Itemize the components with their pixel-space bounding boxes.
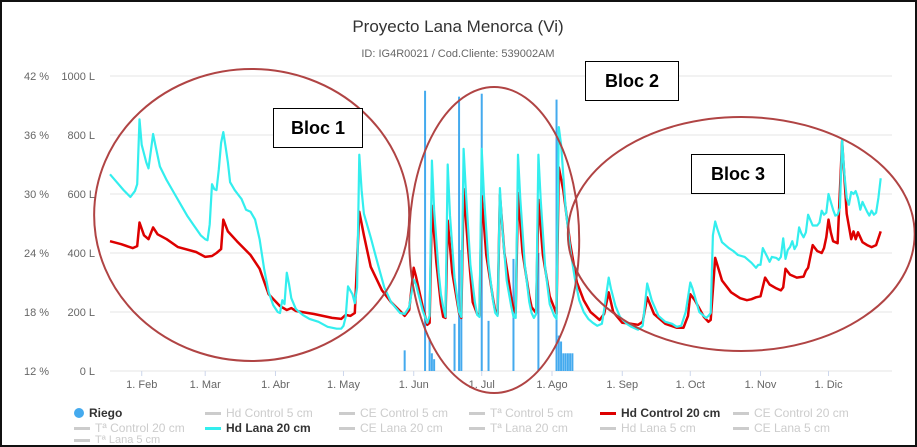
x-tick-label: 1. Mar (190, 379, 222, 391)
series-line-hd-lana-20[interactable] (109, 118, 882, 331)
riego-bar[interactable] (487, 320, 490, 371)
legend-label: Tª Control 20 cm (95, 421, 185, 435)
riego-bar[interactable] (458, 96, 461, 372)
legend-item-ce-lana-20[interactable]: CE Lana 20 cm (339, 421, 443, 435)
annotation-ellipses (93, 68, 915, 394)
x-tick-label: 1. Oct (676, 379, 705, 391)
riego-bar[interactable] (453, 323, 456, 371)
legend-label: Hd Lana 5 cm (621, 421, 696, 435)
x-tick-label: 1. Abr (261, 379, 290, 391)
y-right-tick: 200 L (67, 307, 95, 319)
x-tick-label: 1. Jul (469, 379, 495, 391)
y-right-tick: 800 L (67, 130, 95, 142)
riego-bar[interactable] (433, 359, 436, 371)
legend-label: CE Lana 5 cm (754, 421, 831, 435)
y-right-tick: 400 L (67, 248, 95, 260)
x-tick-label: 1. May (327, 379, 361, 391)
y-left-tick: 42 % (24, 71, 49, 83)
y-right-tick: 1000 L (61, 71, 95, 83)
legend-marker (339, 426, 355, 430)
legend-marker (74, 438, 90, 442)
legend-marker (469, 411, 485, 415)
ellipse-bloc-1 (93, 68, 411, 362)
legend-label: CE Control 5 cm (360, 406, 449, 420)
riego-bar[interactable] (562, 353, 565, 371)
riego-bar[interactable] (560, 341, 563, 372)
legend-item-hd-control-5[interactable]: Hd Control 5 cm (205, 406, 313, 420)
ellipse-bloc-2 (408, 86, 581, 394)
legend-label: Tª Lana 5 cm (95, 434, 161, 446)
y-right-tick: 0 L (80, 366, 95, 378)
riego-bar[interactable] (537, 253, 540, 371)
legend-marker (600, 426, 616, 430)
legend-marker (339, 411, 355, 415)
legend-label: Riego (89, 406, 123, 420)
x-tick-label: 1. Ago (536, 379, 567, 391)
series-layer (109, 90, 882, 372)
riego-bar[interactable] (424, 90, 427, 371)
riego-bar[interactable] (428, 338, 431, 371)
x-tick-label: 1. Jun (399, 379, 429, 391)
y-left-tick: 12 % (24, 366, 49, 378)
legend-label: CE Lana 20 cm (360, 421, 443, 435)
riego-bar[interactable] (430, 353, 433, 371)
legend-item-ce-control-20[interactable]: CE Control 20 cm (733, 406, 849, 420)
riego-bar[interactable] (566, 353, 569, 371)
legend-item-hd-lana-20[interactable]: Hd Lana 20 cm (205, 421, 311, 435)
legend-label: CE Control 20 cm (754, 406, 849, 420)
legend-marker (469, 426, 485, 430)
y-left-tick: 30 % (24, 189, 49, 201)
legend-item-riego[interactable]: Riego (74, 406, 122, 420)
y-left-tick: 18 % (24, 307, 49, 319)
legend-label: Hd Lana 20 cm (226, 421, 311, 435)
legend-item-t-control-20[interactable]: Tª Control 20 cm (74, 421, 185, 435)
legend-marker (74, 426, 90, 430)
legend-label: Hd Control 5 cm (226, 406, 313, 420)
bloc-1-label: Bloc 1 (273, 108, 363, 148)
riego-bar[interactable] (564, 353, 567, 371)
legend-label: Hd Control 20 cm (621, 406, 721, 420)
legend-item-hd-lana-5[interactable]: Hd Lana 5 cm (600, 421, 696, 435)
legend-item-t-lana-5[interactable]: Tª Lana 5 cm (74, 434, 160, 446)
riego-bar[interactable] (569, 353, 572, 371)
riego-bar[interactable] (403, 350, 406, 371)
series-line-hd-control-20[interactable] (109, 139, 882, 329)
legend-marker (205, 426, 221, 430)
legend-label: Tª Lana 20 cm (490, 421, 568, 435)
legend-item-ce-lana-5[interactable]: CE Lana 5 cm (733, 421, 830, 435)
riego-bar[interactable] (557, 335, 560, 371)
chart-subtitle: ID: IG4R0021 / Cod.Cliente: 539002AM (361, 48, 554, 60)
riego-bar[interactable] (571, 353, 574, 371)
x-tick-label: 1. Dic (814, 379, 843, 391)
chart-title: Proyecto Lana Menorca (Vi) (352, 17, 563, 36)
legend-item-ce-control-5[interactable]: CE Control 5 cm (339, 406, 448, 420)
legend-marker (600, 411, 616, 415)
y-right-tick: 600 L (67, 189, 95, 201)
x-tick-label: 1. Feb (126, 379, 157, 391)
legend-marker (733, 426, 749, 430)
legend-item-t-lana-20[interactable]: Tª Lana 20 cm (469, 421, 568, 435)
legend-marker-riego (74, 408, 84, 418)
x-tick-label: 1. Nov (745, 379, 777, 391)
y-left-tick: 24 % (24, 248, 49, 260)
legend-marker (733, 411, 749, 415)
axis-ticks: 42 % 1000 L 36 % 800 L 30 % 600 L 24 % 400 L 18 … (24, 71, 843, 391)
bloc-2-label: Bloc 2 (585, 61, 679, 101)
y-left-tick: 36 % (24, 130, 49, 142)
bloc-3-label: Bloc 3 (691, 154, 785, 194)
legend-item-hd-control-20[interactable]: Hd Control 20 cm (600, 406, 720, 420)
ellipse-bloc-3 (566, 116, 915, 352)
legend-marker (205, 411, 221, 415)
legend-label: Tª Control 5 cm (490, 406, 574, 420)
x-tick-label: 1. Sep (606, 379, 638, 391)
legend-item-t-control-5[interactable]: Tª Control 5 cm (469, 406, 573, 420)
